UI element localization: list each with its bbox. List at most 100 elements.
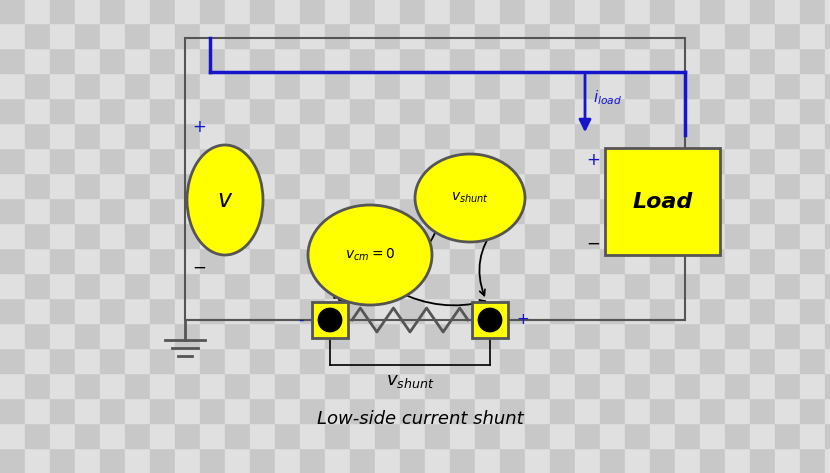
- Bar: [0, 348, 25, 373]
- Bar: [500, 173, 525, 198]
- Bar: [500, 0, 525, 23]
- Bar: [525, 148, 550, 173]
- Bar: [375, 173, 400, 198]
- Bar: [725, 0, 750, 23]
- Bar: [75, 373, 100, 398]
- Bar: [600, 23, 625, 48]
- Bar: [650, 323, 675, 348]
- Bar: [800, 348, 825, 373]
- Bar: [325, 248, 350, 273]
- Bar: [0, 273, 25, 298]
- Bar: [575, 448, 600, 473]
- Bar: [375, 198, 400, 223]
- Bar: [725, 98, 750, 123]
- Bar: [650, 148, 675, 173]
- Bar: [0, 48, 25, 73]
- Bar: [525, 173, 550, 198]
- Bar: [750, 123, 775, 148]
- Bar: [325, 48, 350, 73]
- Bar: [100, 348, 125, 373]
- Bar: [525, 298, 550, 323]
- Bar: [575, 373, 600, 398]
- Bar: [375, 23, 400, 48]
- Bar: [300, 248, 325, 273]
- Bar: [50, 298, 75, 323]
- Bar: [100, 173, 125, 198]
- Bar: [325, 73, 350, 98]
- Bar: [125, 348, 150, 373]
- Bar: [700, 248, 725, 273]
- Bar: [550, 73, 575, 98]
- Bar: [225, 48, 250, 73]
- Bar: [500, 148, 525, 173]
- Bar: [150, 148, 175, 173]
- Bar: [225, 0, 250, 23]
- Bar: [450, 298, 475, 323]
- Bar: [75, 123, 100, 148]
- Bar: [800, 48, 825, 73]
- Bar: [775, 198, 800, 223]
- Bar: [150, 73, 175, 98]
- Bar: [250, 373, 275, 398]
- Bar: [425, 348, 450, 373]
- Bar: [725, 373, 750, 398]
- Bar: [225, 298, 250, 323]
- Bar: [400, 0, 425, 23]
- Bar: [125, 448, 150, 473]
- Bar: [250, 298, 275, 323]
- Bar: [650, 273, 675, 298]
- Bar: [175, 0, 200, 23]
- Bar: [325, 448, 350, 473]
- Bar: [550, 198, 575, 223]
- Bar: [650, 373, 675, 398]
- Bar: [700, 23, 725, 48]
- Text: $-$: $-$: [192, 258, 206, 276]
- Bar: [675, 98, 700, 123]
- Bar: [325, 123, 350, 148]
- Bar: [375, 398, 400, 423]
- Bar: [125, 123, 150, 148]
- Bar: [50, 448, 75, 473]
- Bar: [250, 273, 275, 298]
- Bar: [150, 173, 175, 198]
- Bar: [775, 48, 800, 73]
- Bar: [650, 223, 675, 248]
- Bar: [750, 373, 775, 398]
- Bar: [25, 273, 50, 298]
- Bar: [0, 323, 25, 348]
- Bar: [50, 123, 75, 148]
- Bar: [50, 373, 75, 398]
- Text: $v_{cm} = 0$: $v_{cm} = 0$: [345, 247, 395, 263]
- Bar: [175, 198, 200, 223]
- Bar: [675, 0, 700, 23]
- Bar: [300, 448, 325, 473]
- Bar: [575, 273, 600, 298]
- Bar: [550, 448, 575, 473]
- Bar: [300, 148, 325, 173]
- Bar: [500, 423, 525, 448]
- Bar: [100, 273, 125, 298]
- Bar: [325, 98, 350, 123]
- Bar: [675, 373, 700, 398]
- Bar: [300, 198, 325, 223]
- Bar: [300, 273, 325, 298]
- Bar: [825, 323, 830, 348]
- Bar: [150, 323, 175, 348]
- Bar: [650, 248, 675, 273]
- Bar: [350, 123, 375, 148]
- Bar: [75, 148, 100, 173]
- Bar: [725, 248, 750, 273]
- Bar: [50, 273, 75, 298]
- Bar: [325, 348, 350, 373]
- Bar: [450, 373, 475, 398]
- Bar: [575, 423, 600, 448]
- Bar: [775, 323, 800, 348]
- Bar: [450, 98, 475, 123]
- Bar: [450, 448, 475, 473]
- Bar: [200, 348, 225, 373]
- Bar: [650, 423, 675, 448]
- Bar: [775, 398, 800, 423]
- Bar: [825, 148, 830, 173]
- Bar: [450, 48, 475, 73]
- Bar: [625, 23, 650, 48]
